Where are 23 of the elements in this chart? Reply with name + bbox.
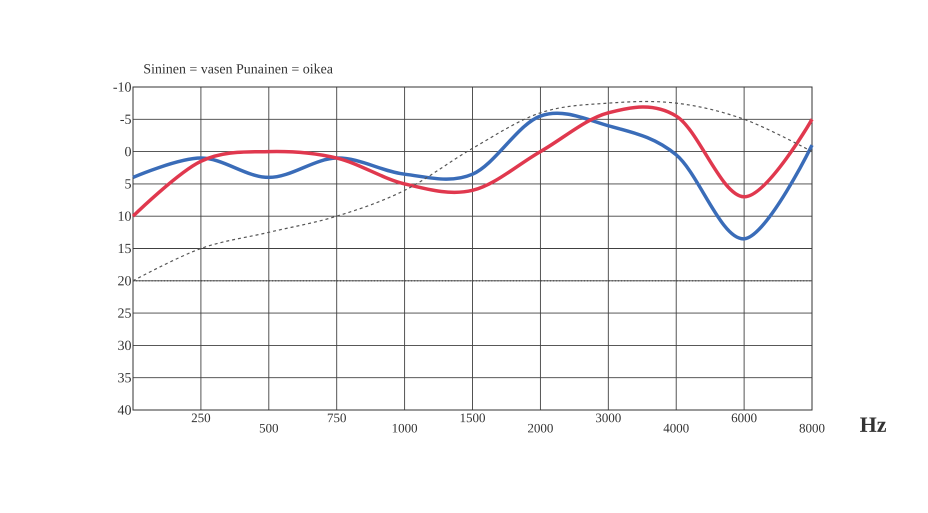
x-tick-label: 4000 [664,424,689,433]
y-tick-label: 40 [118,405,131,415]
y-tick-label: 20 [118,276,131,286]
y-tick-label: -10 [113,82,131,92]
y-tick-label: -5 [120,114,131,124]
x-tick-label: 3000 [596,414,621,422]
x-tick-label: 1500 [460,414,485,422]
y-tick-label: 30 [118,340,131,350]
x-tick-label: 8000 [800,424,824,433]
x-tick-label: 2000 [528,424,553,433]
y-tick-label: 25 [118,308,131,318]
x-tick-label: 750 [328,414,346,422]
x-tick-label: 250 [192,414,210,422]
x-tick-label: 1000 [392,424,418,433]
y-tick-label: 5 [125,179,131,189]
y-tick-label: 15 [118,244,131,254]
x-tick-label: 6000 [732,414,757,422]
y-tick-label: 10 [118,211,131,221]
y-tick-label: 0 [125,146,131,156]
y-tick-label: 35 [118,373,131,382]
x-tick-label: 500 [260,424,278,433]
chart-title: Sininen = vasen Punainen = oikea [144,64,333,74]
x-axis-title: Hz [860,417,886,432]
